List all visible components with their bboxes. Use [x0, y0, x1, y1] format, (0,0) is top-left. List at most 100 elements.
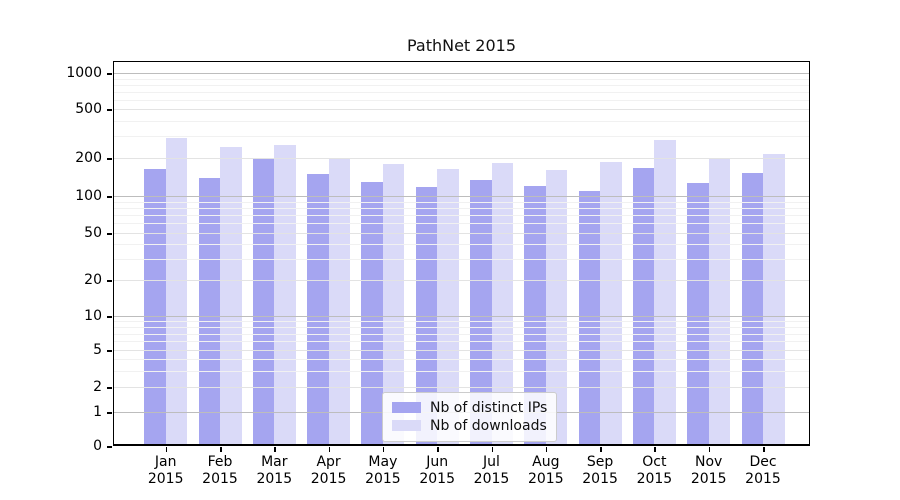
- bar-distinct-ips-sep: [578, 190, 601, 446]
- x-tick-label-jan: Jan 2015: [147, 454, 184, 487]
- bar-downloads-oct: [654, 140, 676, 446]
- x-tick-mark-sep: [600, 447, 602, 452]
- y-tick-label-100: 100: [75, 188, 102, 204]
- x-tick-label-feb: Feb 2015: [202, 454, 238, 487]
- gridline-60: [113, 223, 810, 225]
- y-tick-mark-100: [107, 196, 112, 198]
- gridline-500: [113, 109, 810, 110]
- x-tick-mark-jun: [437, 447, 439, 452]
- x-tick-label-mar: Mar 2015: [256, 454, 293, 487]
- bar-distinct-ips-dec: [741, 173, 763, 446]
- gridline-400: [113, 120, 810, 122]
- gridline-40: [113, 244, 810, 246]
- y-tick-label-1000: 1000: [66, 65, 102, 81]
- gridline-200: [113, 158, 810, 159]
- gridline-70: [113, 215, 810, 216]
- x-tick-mark-jan: [165, 447, 168, 452]
- bar-downloads-mar: [274, 145, 296, 446]
- plot-area: [113, 61, 810, 446]
- x-tick-mark-may: [382, 447, 385, 452]
- gridline-20: [113, 280, 810, 281]
- x-tick-mark-apr: [328, 447, 331, 452]
- y-tick-label-10: 10: [84, 308, 102, 324]
- y-tick-mark-1: [107, 412, 112, 414]
- gridline-50: [113, 233, 810, 234]
- y-tick-mark-20: [107, 280, 112, 282]
- x-tick-mark-dec: [763, 447, 765, 452]
- gridline-700: [113, 91, 810, 93]
- bar-downloads-aug: [545, 169, 568, 446]
- legend-label-distinct-ips: Nb of distinct IPs: [430, 399, 548, 416]
- legend-label-downloads: Nb of downloads: [430, 417, 547, 434]
- gridline-100: [113, 196, 810, 197]
- gridline-9: [113, 321, 810, 323]
- y-tick-label-2: 2: [93, 379, 102, 395]
- y-tick-mark-500: [107, 109, 112, 111]
- gridline-4: [113, 359, 810, 360]
- gridline-8: [113, 326, 810, 328]
- y-tick-mark-10: [107, 316, 112, 318]
- bar-distinct-ips-oct: [632, 167, 655, 446]
- grid-layer: [113, 61, 810, 446]
- x-tick-label-nov: Nov 2015: [690, 454, 727, 487]
- y-tick-label-50: 50: [84, 225, 102, 241]
- gridline-10: [113, 316, 810, 317]
- y-tick-mark-2: [107, 387, 112, 389]
- bar-distinct-ips-aug: [524, 185, 546, 446]
- bar-downloads-jun: [437, 168, 459, 446]
- bar-distinct-ips-apr: [307, 173, 329, 446]
- x-tick-label-oct: Oct 2015: [636, 454, 673, 487]
- x-tick-mark-jul: [491, 447, 493, 452]
- bar-distinct-ips-jul: [470, 179, 492, 446]
- gridline-80: [113, 207, 810, 209]
- gridline-5: [113, 350, 810, 351]
- x-tick-label-aug: Aug 2015: [527, 454, 564, 487]
- x-tick-mark-feb: [220, 447, 222, 452]
- x-tick-label-dec: Dec 2015: [745, 454, 781, 487]
- chart-title: PathNet 2015: [406, 36, 517, 55]
- x-tick-label-sep: Sep 2015: [582, 454, 618, 487]
- x-tick-label-jul: Jul 2015: [473, 454, 510, 487]
- gridline-7: [113, 333, 810, 335]
- x-tick-mark-aug: [545, 447, 548, 452]
- gridline-300: [113, 136, 810, 138]
- y-tick-mark-200: [107, 158, 112, 160]
- legend: Nb of distinct IPs Nb of downloads: [382, 392, 558, 442]
- gridline-1000: [113, 73, 810, 74]
- bar-distinct-ips-jan: [144, 168, 166, 446]
- y-tick-label-5: 5: [93, 342, 102, 358]
- y-tick-mark-1000: [107, 73, 112, 75]
- y-tick-mark-50: [107, 233, 112, 235]
- bar-distinct-ips-mar: [252, 159, 275, 446]
- bar-downloads-apr: [328, 158, 351, 446]
- bar-downloads-nov: [708, 158, 731, 446]
- legend-swatch-distinct-ips: [392, 402, 421, 413]
- bar-downloads-may: [382, 163, 405, 446]
- gridline-90: [113, 201, 810, 203]
- legend-row-distinct-ips: Nb of distinct IPs: [392, 399, 547, 416]
- bar-distinct-ips-may: [361, 181, 383, 446]
- x-tick-label-apr: Apr 2015: [310, 454, 347, 487]
- y-tick-label-200: 200: [75, 150, 102, 166]
- x-tick-mark-oct: [654, 447, 656, 452]
- legend-swatch-downloads: [392, 420, 421, 431]
- gridline-900: [113, 78, 810, 80]
- gridline-30: [113, 259, 810, 261]
- bar-downloads-jan: [165, 138, 188, 446]
- gridline-6: [113, 341, 810, 343]
- legend-row-downloads: Nb of downloads: [392, 417, 547, 434]
- y-tick-label-1: 1: [93, 404, 102, 420]
- bar-distinct-ips-nov: [687, 182, 709, 446]
- x-tick-mark-nov: [708, 447, 711, 452]
- bar-downloads-sep: [600, 161, 622, 446]
- y-tick-mark-0: [107, 446, 112, 448]
- x-tick-label-jun: Jun 2015: [419, 454, 455, 487]
- y-tick-label-500: 500: [75, 101, 102, 117]
- y-tick-label-20: 20: [84, 272, 102, 288]
- gridline-600: [113, 99, 810, 101]
- gridline-2: [113, 387, 810, 388]
- bar-downloads-dec: [763, 154, 785, 446]
- y-tick-mark-5: [107, 350, 112, 352]
- x-tick-mark-mar: [274, 447, 276, 452]
